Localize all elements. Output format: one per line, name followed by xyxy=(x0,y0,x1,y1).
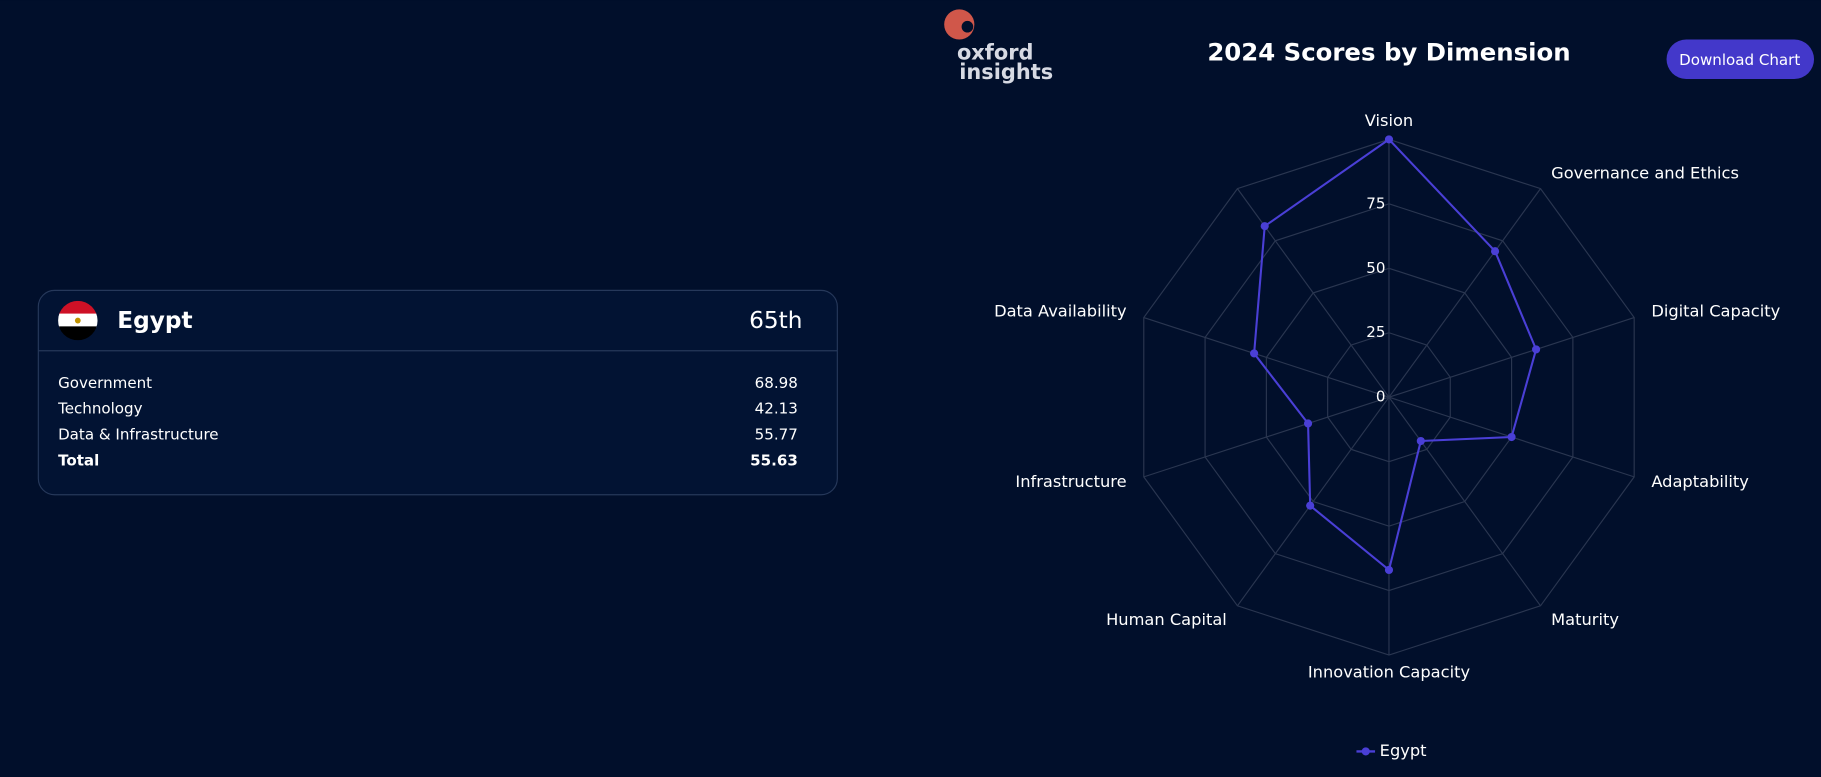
download-button[interactable]: Download Chart xyxy=(1666,39,1815,79)
legend-swatch xyxy=(1361,747,1370,756)
country-name: Egypt xyxy=(117,307,192,334)
country-card xyxy=(37,289,838,496)
row-value: 55.63 xyxy=(750,451,798,469)
axis-label: Human Capital xyxy=(1106,610,1227,629)
axis-label: Infrastructure xyxy=(1015,472,1126,491)
axis-label: Innovation Capacity xyxy=(1308,663,1471,682)
row-label: Data & Infrastructure xyxy=(58,426,219,444)
tick-label: 0 xyxy=(1376,388,1386,406)
data-point xyxy=(1507,432,1516,442)
spoke xyxy=(1236,396,1390,607)
data-point xyxy=(1384,135,1394,144)
logo-text: insights xyxy=(959,60,1053,84)
data-point xyxy=(1416,436,1425,446)
radar-chart: 0 25 50 75 Vision Governance and Ethics Digita… xyxy=(994,111,1781,760)
axis-label: Governance and Ethics xyxy=(1551,164,1739,183)
tick-label: 75 xyxy=(1366,194,1385,212)
data-point xyxy=(1306,501,1315,510)
row-label: Total xyxy=(58,451,99,469)
axis-label: Adaptability xyxy=(1651,472,1749,491)
spoke xyxy=(1143,396,1390,478)
row-label: Technology xyxy=(57,400,143,418)
axis-label: Vision xyxy=(1365,111,1414,130)
row-value: 55.77 xyxy=(755,426,798,444)
axis-label: Data Availability xyxy=(994,301,1127,320)
chart-title: 2024 Scores by Dimension xyxy=(1207,37,1570,66)
axis-label: Maturity xyxy=(1551,610,1619,629)
data-point xyxy=(1532,345,1541,354)
data-point xyxy=(1303,419,1313,428)
data-point xyxy=(1250,349,1259,358)
score-table: Government 68.98 Technology 42.13 Data & Inf… xyxy=(57,374,798,470)
row-value: 68.98 xyxy=(755,374,798,392)
flag xyxy=(58,300,98,341)
data-point xyxy=(1490,247,1500,256)
row-value: 42.13 xyxy=(755,400,798,418)
button-bg[interactable] xyxy=(1666,39,1815,79)
axis-label: Digital Capacity xyxy=(1651,301,1780,320)
spoke xyxy=(1143,316,1390,398)
tick-label: 25 xyxy=(1366,323,1385,341)
spoke xyxy=(1388,316,1635,398)
tick-label: 50 xyxy=(1366,259,1385,277)
data-point xyxy=(1260,222,1269,231)
logo: oxford insights xyxy=(944,9,1053,84)
logo-text: oxford xyxy=(957,40,1034,64)
legend-label: Egypt xyxy=(1380,741,1427,760)
rank: 65th xyxy=(749,307,802,334)
row-label: Government xyxy=(58,374,152,392)
data-point xyxy=(1384,565,1394,575)
spoke xyxy=(1388,396,1541,607)
spoke xyxy=(1388,188,1541,398)
button-label[interactable]: Download Chart xyxy=(1679,51,1800,69)
